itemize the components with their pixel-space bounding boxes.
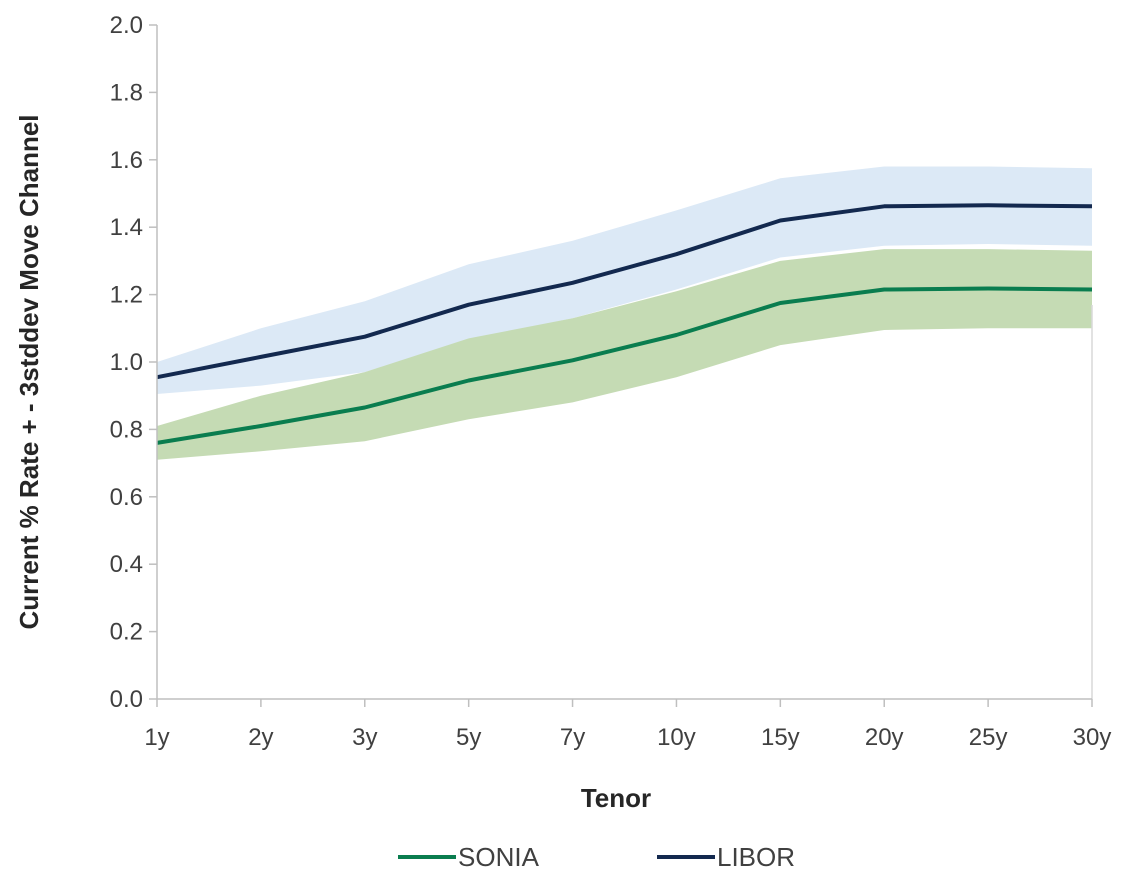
line-sonia bbox=[156, 286, 1093, 445]
x-tick-label: 5y bbox=[456, 724, 481, 751]
y-tick-label: 0.8 bbox=[110, 416, 143, 443]
legend: SONIA LIBOR bbox=[398, 842, 795, 872]
x-tick-label: 2y bbox=[248, 724, 273, 751]
series-lines bbox=[156, 203, 1093, 445]
band-libor bbox=[157, 166, 1092, 394]
y-tick-label: 0.4 bbox=[110, 551, 143, 578]
x-tick-label: 25y bbox=[969, 724, 1008, 751]
x-ticks: 1y 2y 3y 5y 7y 10y 15y 20y 25y 30y bbox=[144, 699, 1111, 751]
y-tick-label: 0.2 bbox=[110, 619, 143, 646]
y-axis-title: Current % Rate + - 3stddev Move Channel bbox=[14, 114, 44, 629]
y-ticks: 0.0 0.2 0.4 0.6 0.8 1.0 1.2 1.4 1.6 1.8 2.0 bbox=[110, 12, 157, 713]
y-tick-label: 1.4 bbox=[110, 214, 143, 241]
confidence-bands bbox=[157, 166, 1092, 460]
legend-label-libor: LIBOR bbox=[717, 842, 795, 872]
x-tick-label: 30y bbox=[1073, 724, 1112, 751]
legend-label-sonia: SONIA bbox=[458, 842, 540, 872]
x-tick-label: 1y bbox=[144, 724, 169, 751]
x-tick-label: 3y bbox=[352, 724, 377, 751]
y-tick-label: 1.6 bbox=[110, 147, 143, 174]
x-tick-label: 10y bbox=[657, 724, 696, 751]
x-tick-label: 15y bbox=[761, 724, 800, 751]
y-tick-label: 0.0 bbox=[110, 686, 143, 713]
y-tick-label: 0.6 bbox=[110, 484, 143, 511]
y-tick-label: 1.0 bbox=[110, 349, 143, 376]
x-tick-label: 7y bbox=[560, 724, 585, 751]
line-libor bbox=[156, 203, 1093, 380]
x-tick-label: 20y bbox=[865, 724, 904, 751]
band-sonia bbox=[157, 249, 1092, 460]
y-tick-label: 1.2 bbox=[110, 282, 143, 309]
y-tick-label: 1.8 bbox=[110, 79, 143, 106]
x-axis-title: Tenor bbox=[581, 783, 651, 813]
y-tick-label: 2.0 bbox=[110, 12, 143, 39]
